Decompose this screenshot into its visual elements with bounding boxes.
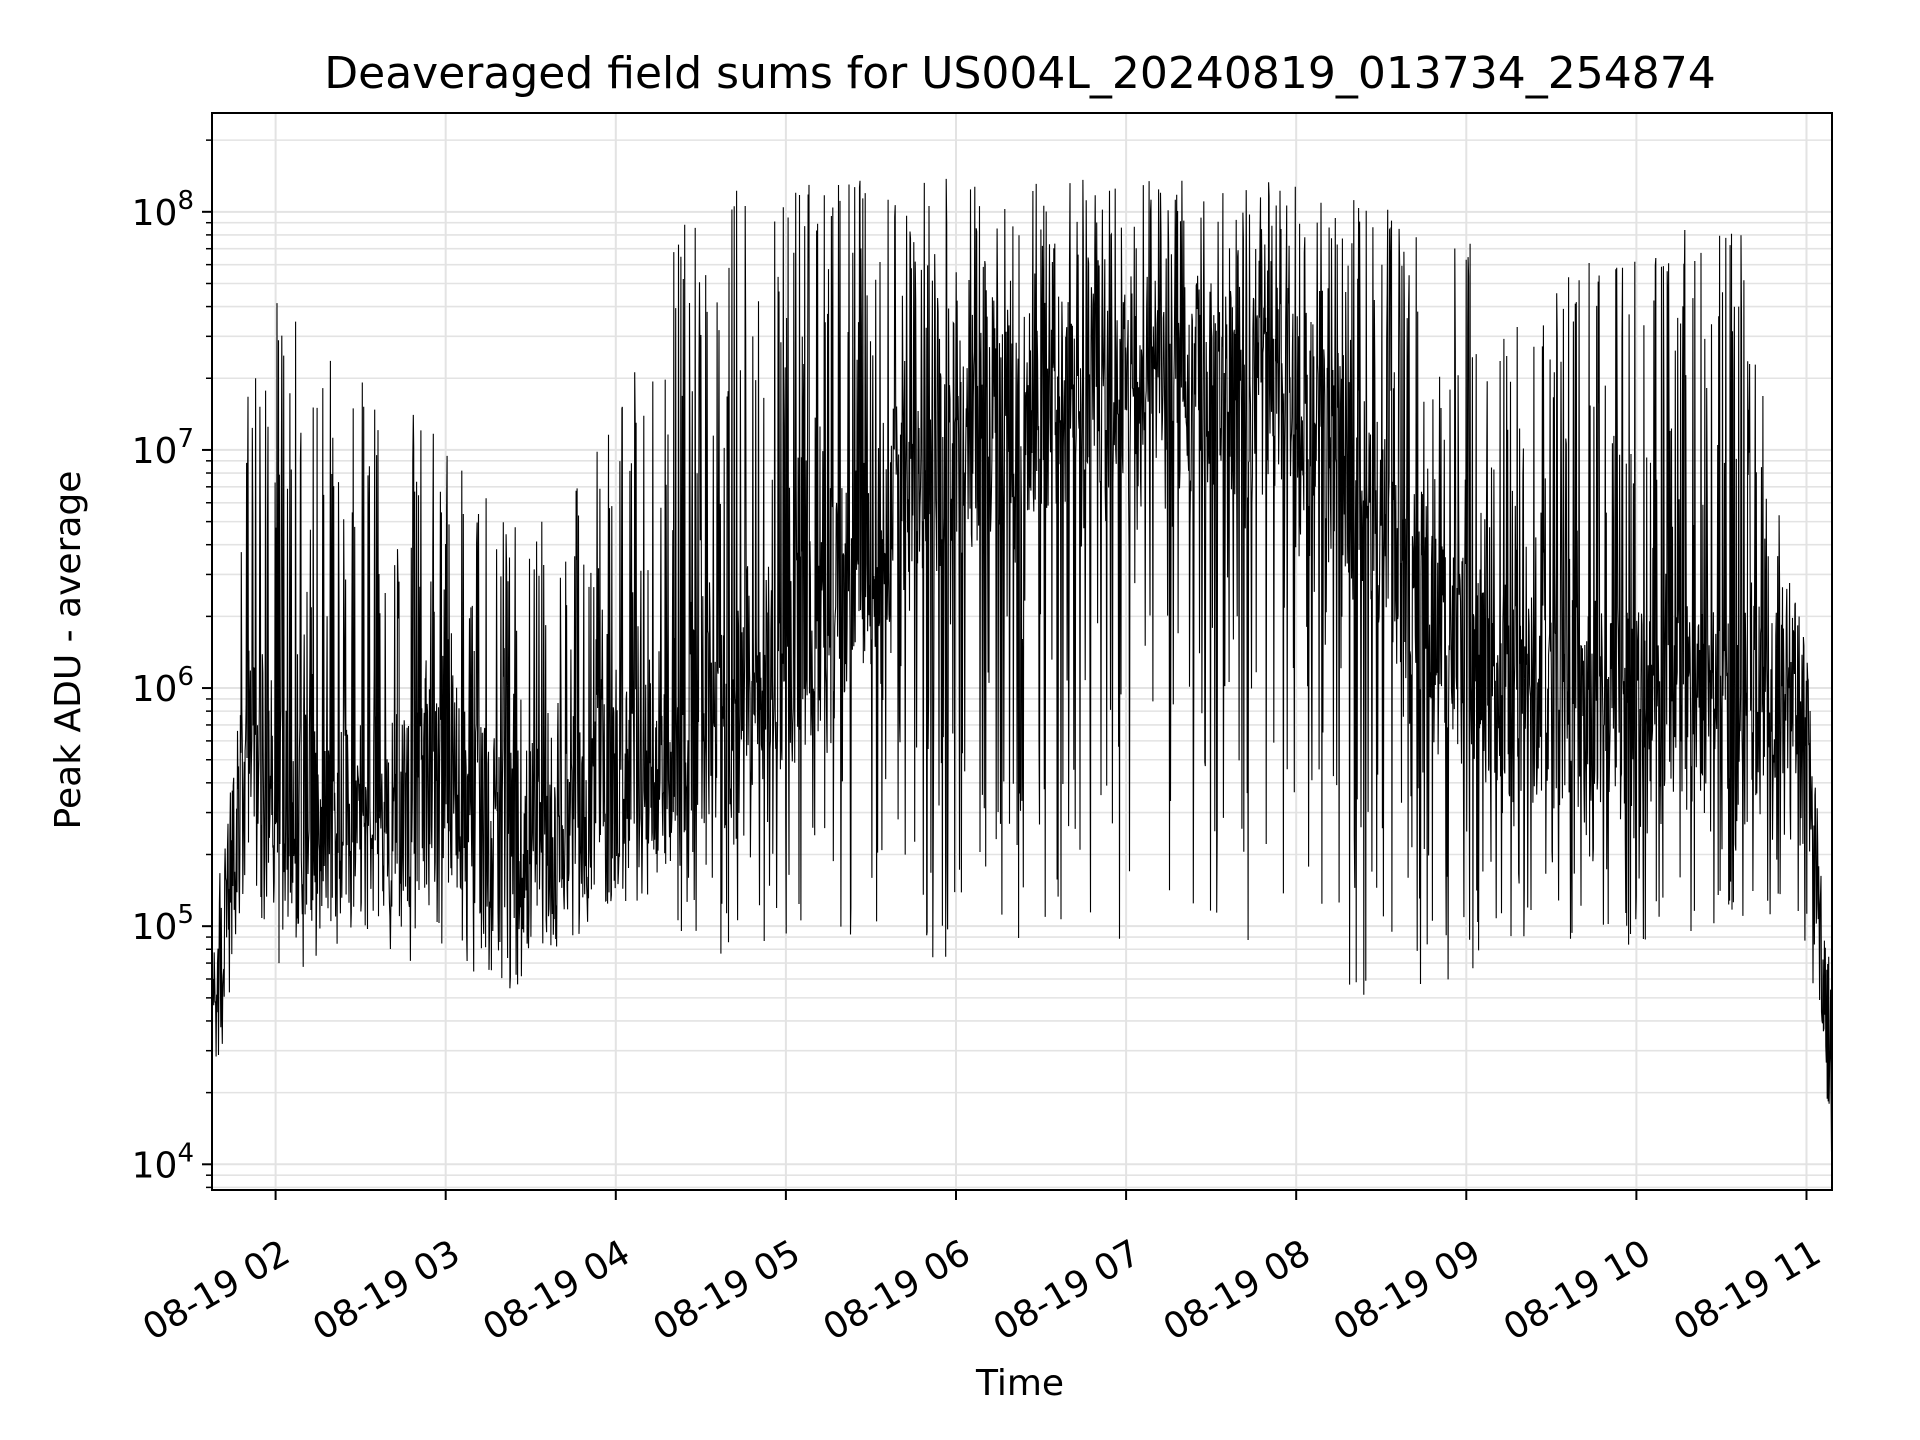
y-tick-label: 104 xyxy=(132,1138,194,1186)
y-tick-label: 108 xyxy=(132,186,194,234)
y-tick-label: 105 xyxy=(132,900,194,948)
series-line xyxy=(212,178,1833,1152)
y-tick-label: 106 xyxy=(132,662,194,710)
plot-frame xyxy=(211,112,1833,1191)
series-group xyxy=(212,178,1833,1152)
chart-title: Deaveraged field sums for US004L_2024081… xyxy=(324,48,1716,99)
y-axis-label: Peak ADU - average xyxy=(48,471,89,830)
x-axis-label: Time xyxy=(975,1363,1064,1404)
y-tick-label: 107 xyxy=(132,424,194,472)
y-axis: 104 105 106 107 108 xyxy=(132,139,212,1189)
